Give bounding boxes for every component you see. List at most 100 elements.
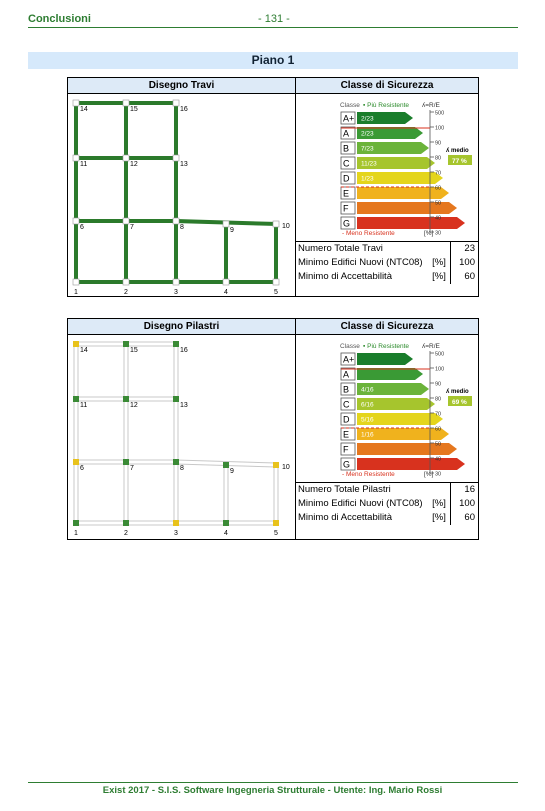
table-row: Minimo Edifici Nuovi (NTC08) [%] 100: [296, 256, 478, 270]
summary-table: Numero Totale Pilastri 16 Minimo Edifici …: [296, 482, 478, 525]
node-marker: [73, 459, 79, 465]
row-unit: [%]: [432, 257, 446, 268]
column-drawing: 14 15 16 11 12 13 6 7 8 9 10 1 2 3 4 5: [68, 335, 296, 539]
node-marker: [222, 220, 230, 228]
row-unit: [%]: [432, 512, 446, 523]
unit-label: [%]: [424, 471, 434, 478]
legend-top: Classe: [340, 343, 360, 350]
safety-class-area: Classe ▪ Più Resistente ʎ=R/E A+ 2/23 A 2/23 B 7…: [296, 94, 478, 296]
class-arrow: [357, 157, 435, 169]
class-letter-box: [340, 126, 356, 140]
class-letter: A: [343, 129, 349, 139]
node-label: 8: [180, 465, 184, 472]
class-count: 1/23: [361, 176, 374, 183]
class-letter: E: [343, 189, 349, 199]
row-value: 100: [450, 497, 478, 511]
table-row: Minimo Edifici Nuovi (NTC08) [%] 100: [296, 497, 478, 511]
summary-table: Numero Totale Travi 23 Minimo Edifici Nuo…: [296, 241, 478, 284]
axis-tick-label: 500: [435, 352, 444, 358]
class-letter: A+: [343, 114, 354, 124]
node-label: 2: [124, 530, 128, 537]
row-label: Minimo di Accettabilità: [298, 512, 392, 523]
node-label: 7: [130, 465, 134, 472]
axis-tick-label: 100: [435, 126, 444, 132]
drawing-title: Disegno Travi: [68, 78, 296, 93]
table-row: Minimo di Accettabilità [%] 60: [296, 511, 478, 525]
medio-value: 69 %: [452, 399, 467, 406]
class-arrow: [357, 187, 449, 199]
node-label: 13: [180, 402, 188, 409]
class-letter: B: [343, 385, 349, 395]
row-label: Minimo di Accettabilità: [298, 271, 392, 282]
class-count: 11/23: [361, 161, 377, 168]
section-title: Piano 1: [28, 52, 518, 69]
medio-label: ʎ medio: [446, 148, 469, 154]
node-marker: [72, 278, 80, 286]
node-label: 9: [230, 468, 234, 475]
node-label: 15: [130, 347, 138, 354]
node-marker: [272, 278, 280, 286]
header-divider: [28, 27, 518, 28]
node-label: 1: [74, 289, 78, 296]
running-header-section: Conclusioni: [28, 13, 91, 25]
node-marker: [172, 217, 180, 225]
node-label: 10: [282, 464, 290, 471]
node-marker: [273, 520, 279, 526]
node-label: 4: [224, 289, 228, 296]
page-number: - 131 -: [258, 13, 290, 25]
class-letter: G: [343, 219, 350, 229]
medio-value: 77 %: [452, 158, 467, 165]
axis-tick-label: 40: [435, 216, 441, 222]
node-marker: [222, 278, 230, 286]
class-count: 2/23: [361, 131, 374, 138]
node-label: 1: [74, 530, 78, 537]
node-label: 3: [174, 530, 178, 537]
node-label: 8: [180, 224, 184, 231]
row-label: Minimo Edifici Nuovi (NTC08): [298, 498, 423, 509]
row-unit: [428, 483, 450, 497]
node-marker: [123, 396, 129, 402]
node-marker: [272, 220, 280, 228]
class-arrow: [357, 398, 435, 410]
axis-label: ʎ=R/E: [422, 343, 441, 350]
class-letter-box: [340, 216, 356, 230]
class-letter-box: [340, 382, 356, 396]
class-count: 5/16: [361, 417, 374, 424]
legend-top-label: ▪ Più Resistente: [363, 343, 409, 350]
table-row: Numero Totale Travi 23: [296, 242, 478, 256]
class-letter: F: [343, 445, 349, 455]
node-label: 15: [130, 106, 138, 113]
class-letter-box: [340, 412, 356, 426]
medio-label: ʎ medio: [446, 389, 469, 395]
class-letter-box: [340, 352, 356, 366]
class-arrow: [357, 458, 465, 470]
node-marker: [223, 520, 229, 526]
beam-drawing: 14 15 16 11 12 13 6 7 8 9 10 1 2 3 4 5: [68, 94, 296, 296]
class-letter-box: [340, 156, 356, 170]
node-label: 10: [282, 223, 290, 230]
node-marker: [223, 462, 229, 468]
class-letter: A+: [343, 355, 354, 365]
class-letter: E: [343, 430, 349, 440]
class-arrow: [357, 172, 443, 184]
node-label: 5: [274, 530, 278, 537]
axis-tick-label: 90: [435, 382, 441, 388]
node-marker: [73, 520, 79, 526]
axis-tick-label: 30: [435, 472, 441, 478]
table-row: Numero Totale Pilastri 16: [296, 483, 478, 497]
node-label: 5: [274, 289, 278, 296]
node-marker: [173, 396, 179, 402]
class-letter: B: [343, 144, 349, 154]
node-label: 7: [130, 224, 134, 231]
axis-tick-label: 500: [435, 111, 444, 117]
axis-tick-label: 60: [435, 186, 441, 192]
node-label: 13: [180, 161, 188, 168]
drawing-title: Disegno Pilastri: [68, 319, 296, 334]
axis-tick-label: 80: [435, 156, 441, 162]
node-label: 14: [80, 347, 88, 354]
node-label: 11: [80, 402, 87, 409]
row-value: 16: [450, 483, 478, 497]
node-marker: [172, 154, 180, 162]
class-arrow: [357, 353, 413, 365]
